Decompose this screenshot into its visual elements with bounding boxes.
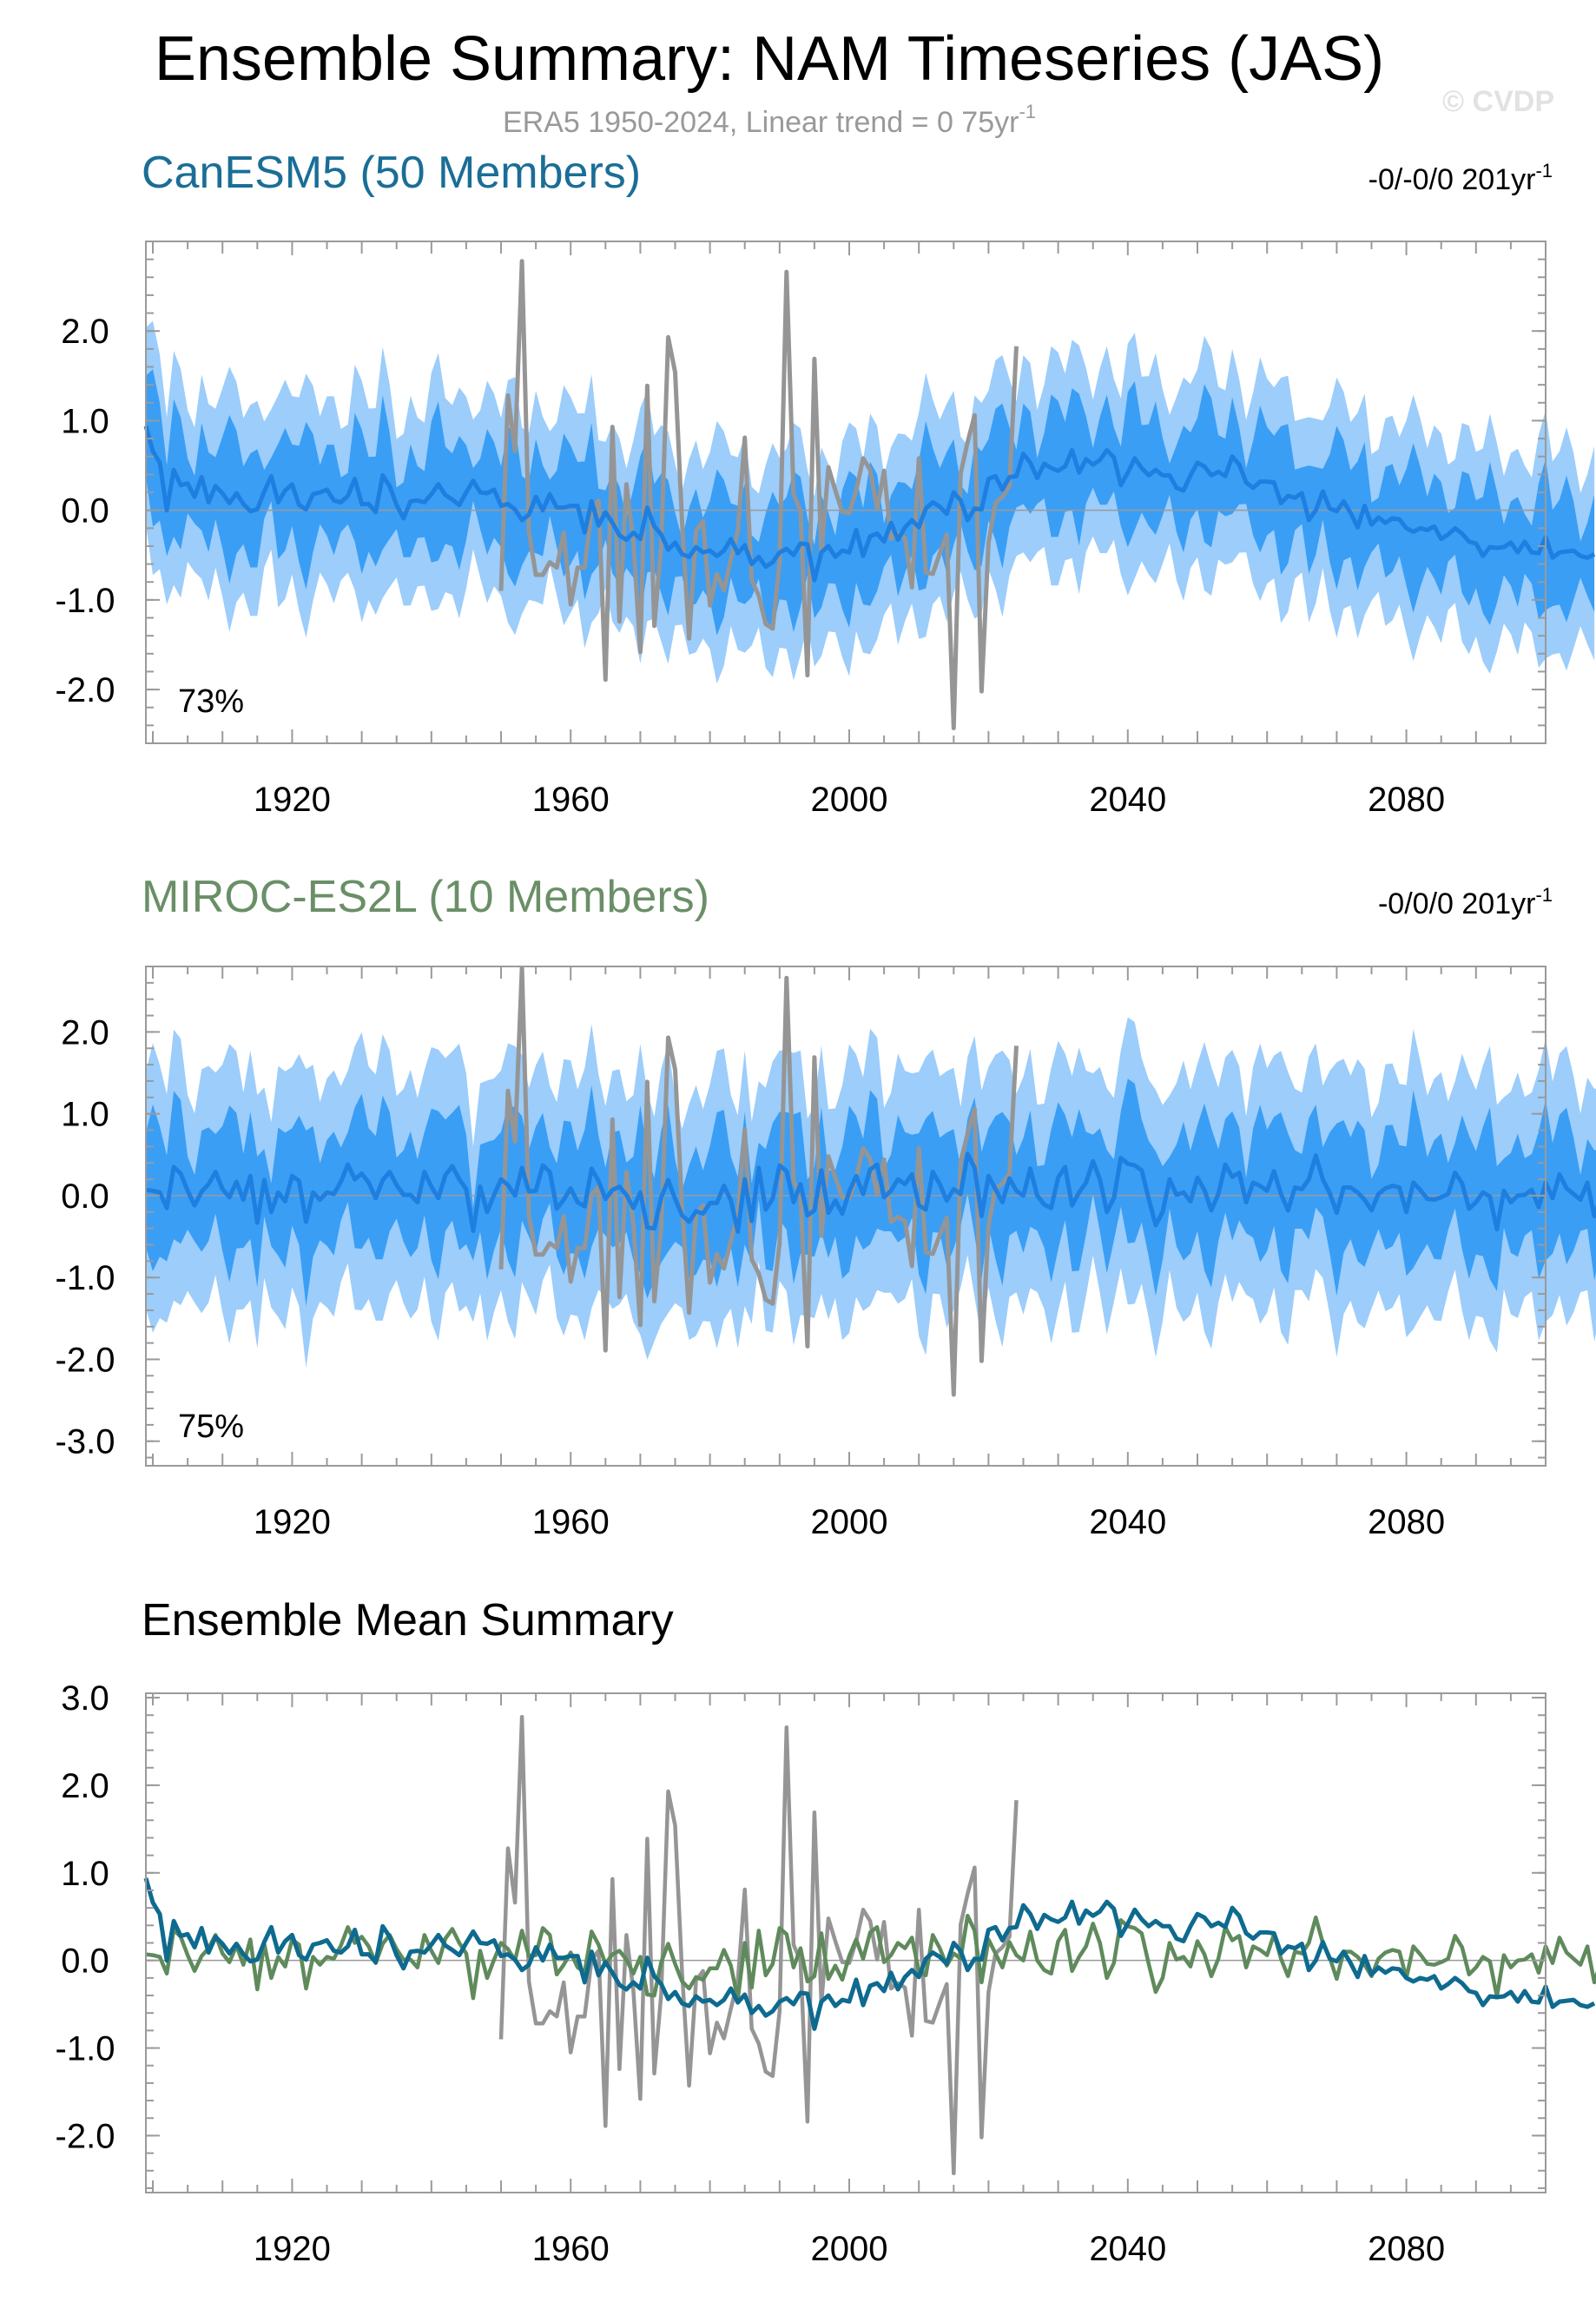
panel:2-ytick-label: 1.0: [61, 1855, 109, 1893]
ensemble-mean-panel-title: Ensemble Mean Summary: [142, 1595, 674, 1646]
panel:1-ytick-label: 1.0: [61, 1096, 109, 1134]
canesm-axis-ticks: 1920 1960 2000 2040 2080 2.0 1.0 0.0 -1.0 -2.0: [56, 241, 1547, 819]
miroc-percent-label: 75%: [178, 1408, 244, 1445]
canesm-mean-line: [143, 425, 1596, 583]
panel:0-ytick-label: 1.0: [61, 402, 109, 440]
miroc-axis-ticks: 1920 1960 2000 2040 2080 2.0 1.0 0.0 -1.0 -2.0 -3.…: [56, 966, 1547, 1541]
miroc-band-inner: [146, 1078, 1596, 1307]
panel:2-xtick-label: 2080: [1368, 2230, 1445, 2268]
miroc-trend-label: -0/0/0 201yr-1: [1378, 884, 1553, 920]
ensemble-mean-observed-line: [498, 1714, 1019, 2176]
panel:2-xtick-label: 2000: [811, 2230, 888, 2268]
miroc-mean-line: [145, 1151, 1596, 1234]
canesm-panel-title: CanESM5 (50 Members): [142, 148, 641, 198]
canesm-trend-label: -0/-0/0 201yr-1: [1368, 160, 1553, 196]
miroc-plot-frame: [145, 966, 1547, 1467]
miroc-observed-line: [498, 966, 1019, 1397]
panel:1-ytick-label: -3.0: [56, 1423, 115, 1461]
copyright-watermark: © CVDP: [1442, 85, 1554, 118]
panel:2-ytick-label: -1.0: [56, 2030, 115, 2068]
panel:1-xtick-label: 2040: [1089, 1503, 1166, 1541]
panel:2-ytick-label: -2.0: [56, 2117, 115, 2155]
panel:0-xtick-label: 2040: [1089, 781, 1166, 819]
figure-subtitle: ERA5 1950-2024, Linear trend = 0 75yr-1: [503, 101, 1036, 139]
miroc-trend-text: -0/0/0 201yr: [1378, 887, 1535, 920]
panel:1-xtick-label: 1920: [254, 1503, 331, 1541]
panel:0-xtick-label: 1920: [254, 781, 331, 819]
panel:0-ytick-label: 2.0: [61, 313, 109, 351]
panel:1-xtick-label: 2080: [1368, 1503, 1445, 1541]
panel:2-xtick-label: 2040: [1089, 2230, 1166, 2268]
panel:2-ytick-label: 3.0: [61, 1679, 109, 1718]
panel:0-xtick-label: 2000: [811, 781, 888, 819]
panel:1-ytick-label: -1.0: [56, 1259, 115, 1297]
figure-subtitle-text: ERA5 1950-2024, Linear trend = 0 75yr: [503, 106, 1019, 139]
canesm-trend-text: -0/-0/0 201yr: [1368, 163, 1536, 196]
panel:0-ytick-label: -2.0: [56, 671, 115, 709]
panel:2-ytick-label: 2.0: [61, 1767, 109, 1805]
panel:1-xtick-label: 1960: [532, 1503, 610, 1541]
canesm-percent-label: 73%: [178, 683, 244, 720]
panel:1-ytick-label: 0.0: [61, 1177, 109, 1216]
miroc-plot: 1920 1960 2000 2040 2080 2.0 1.0 0.0 -1.0 -2.0 -3.…: [56, 966, 1596, 1541]
panel:0-xtick-label: 2080: [1368, 781, 1445, 819]
panel:0-xtick-label: 1960: [532, 781, 610, 819]
ensemble-mean-canesm-line: [143, 1877, 1596, 2031]
panel:2-xtick-label: 1920: [254, 2230, 331, 2268]
panel:1-ytick-label: -2.0: [56, 1341, 115, 1379]
panel:1-xtick-label: 2000: [811, 1503, 888, 1541]
canesm-plot: 1920 1960 2000 2040 2080 2.0 1.0 0.0 -1.0 -2.0 73…: [56, 241, 1596, 819]
ensemble-mean-plot: 1920 1960 2000 2040 2080 3.0 2.0 1.0 0.0 -1.0 -2.0: [56, 1679, 1596, 2268]
miroc-trend-sup: -1: [1535, 884, 1553, 906]
panel:2-xtick-label: 1960: [532, 2230, 610, 2268]
canesm-trend-sup: -1: [1535, 160, 1553, 181]
panel:0-ytick-label: 0.0: [61, 492, 109, 531]
panel:2-ytick-label: 0.0: [61, 1942, 109, 1981]
canesm-observed-line: [498, 259, 1019, 730]
ensemble-mean-axis-ticks: 1920 1960 2000 2040 2080 3.0 2.0 1.0 0.0 -1.0 -2.0: [56, 1679, 1547, 2268]
figure-subtitle-sup: -1: [1019, 101, 1036, 122]
panel:1-ytick-label: 2.0: [61, 1013, 109, 1052]
panel:0-ytick-label: -1.0: [56, 582, 115, 620]
miroc-panel-title: MIROC-ES2L (10 Members): [142, 872, 709, 922]
figure-title: Ensemble Summary: NAM Timeseries (JAS): [155, 24, 1384, 94]
